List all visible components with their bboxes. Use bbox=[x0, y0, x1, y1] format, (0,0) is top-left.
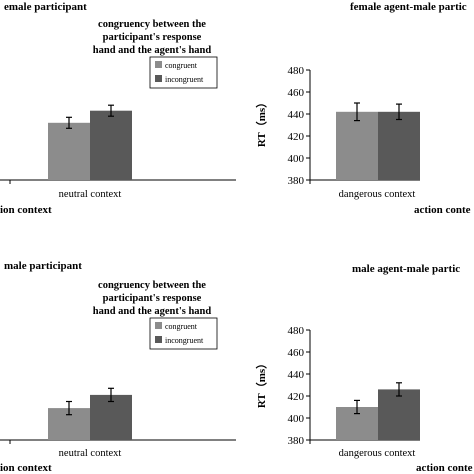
y-tick-label: 380 bbox=[288, 175, 305, 187]
plot-area bbox=[0, 104, 236, 184]
legend-label-incongruent: incongruent bbox=[165, 336, 204, 345]
panel-title: emale participant bbox=[4, 1, 87, 13]
y-tick-label: 420 bbox=[288, 391, 305, 403]
x-axis-title: action conte bbox=[416, 462, 473, 474]
panel-title: female agent-male partic bbox=[350, 1, 467, 13]
plot-area: 380 400 420 440 460 480 bbox=[288, 325, 420, 447]
x-axis-title: ion context bbox=[0, 462, 52, 474]
bar-congruent bbox=[336, 111, 378, 180]
y-tick-label: 380 bbox=[288, 435, 305, 447]
panel-top-left: emale participant congruency between the… bbox=[0, 1, 236, 216]
y-tick-label: 480 bbox=[288, 325, 305, 337]
y-axis-title: RT（ms） bbox=[255, 358, 268, 408]
y-tick-label: 460 bbox=[288, 347, 305, 359]
plot-area bbox=[0, 387, 236, 444]
annotation-line-2: participant's response bbox=[103, 32, 202, 43]
annotation-line-2: participant's response bbox=[103, 293, 202, 304]
panel-title: male participant bbox=[4, 260, 82, 272]
bar-incongruent bbox=[378, 111, 420, 180]
y-tick-label: 400 bbox=[288, 153, 305, 165]
panel-top-right: female agent-male partic RT（ms） 380 400 42… bbox=[255, 1, 471, 216]
y-tick-label: 420 bbox=[288, 131, 305, 143]
y-tick-label: 440 bbox=[288, 369, 305, 381]
legend-label-incongruent: incongruent bbox=[165, 75, 204, 84]
annotation-line-1: congruency between the bbox=[98, 280, 206, 291]
plot-area: 380 400 420 440 460 480 bbox=[288, 65, 420, 187]
category-label: neutral context bbox=[59, 189, 122, 200]
bar-incongruent bbox=[90, 110, 132, 180]
annotation-line-1: congruency between the bbox=[98, 19, 206, 30]
y-tick-label: 460 bbox=[288, 87, 305, 99]
category-label: dangerous context bbox=[339, 189, 416, 200]
panel-bottom-left: male participant congruency between the … bbox=[0, 260, 236, 474]
legend-label-congruent: congruent bbox=[165, 61, 198, 70]
legend-label-congruent: congruent bbox=[165, 322, 198, 331]
annotation-line-3: hand and the agent's hand bbox=[93, 45, 212, 56]
bar-incongruent bbox=[378, 389, 420, 440]
legend-swatch-congruent bbox=[155, 61, 162, 68]
category-label: neutral context bbox=[59, 448, 122, 459]
legend-swatch-incongruent bbox=[155, 336, 162, 343]
bar-incongruent bbox=[90, 394, 132, 440]
y-axis-title: RT（ms） bbox=[255, 97, 268, 147]
y-tick-label: 400 bbox=[288, 413, 305, 425]
annotation-line-3: hand and the agent's hand bbox=[93, 306, 212, 317]
panel-title: male agent-male partic bbox=[352, 263, 460, 275]
y-tick-label: 480 bbox=[288, 65, 305, 77]
x-axis-title: ion context bbox=[0, 204, 52, 216]
bar-congruent bbox=[48, 122, 90, 180]
y-tick-label: 440 bbox=[288, 109, 305, 121]
legend-swatch-congruent bbox=[155, 322, 162, 329]
x-axis-title: action conte bbox=[414, 204, 471, 216]
legend-swatch-incongruent bbox=[155, 75, 162, 82]
panel-bottom-right: male agent-male partic RT（ms） 380 400 420 4… bbox=[255, 263, 473, 474]
category-label: dangerous context bbox=[339, 448, 416, 459]
